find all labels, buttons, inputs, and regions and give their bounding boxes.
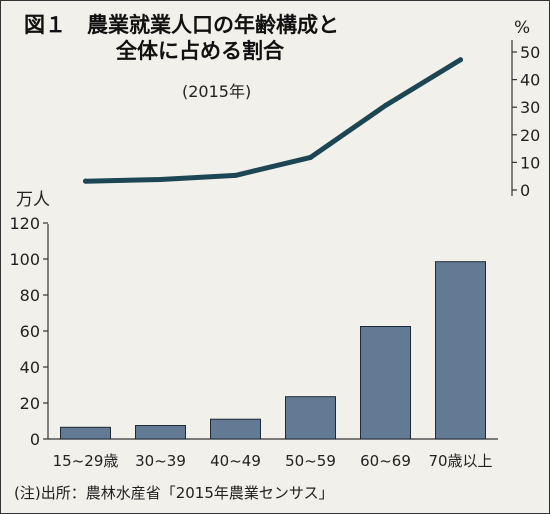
share-point-5: [458, 57, 463, 63]
bar-y-tick-label: 0: [30, 430, 40, 449]
bar-chart: 0 20 40 60 80 100 120 万人 15~29歳 30~39 40~49 50~59 60…: [9, 190, 498, 470]
chart-subtitle: (2015年): [182, 82, 252, 101]
chart-title-line-2: 全体に占める割合: [116, 39, 284, 63]
chart-title-line-1: 図１ 農業就業人口の年齢構成と: [24, 13, 339, 37]
line-y-axis-label: %: [514, 18, 530, 38]
share-point-1: [158, 177, 163, 183]
bar-category-label: 15~29歳: [53, 452, 119, 470]
bar-0: [60, 426, 111, 440]
share-point-4: [383, 103, 388, 109]
chart-title: 図１ 農業就業人口の年齢構成と 全体に占める割合: [24, 12, 339, 64]
bar-y-tick-label: 120: [9, 214, 40, 233]
bar-y-tick-label: 20: [20, 394, 40, 413]
bar-category-label: 50~59: [285, 452, 336, 470]
share-point-2: [233, 172, 238, 178]
share-line: [83, 57, 463, 184]
bar-4: [360, 326, 411, 440]
line-chart: 0 10 20 30 40 50%: [83, 18, 540, 200]
line-y-tick-label: 20: [520, 126, 540, 145]
share-point-0: [83, 178, 88, 184]
line-y-tick-label: 50: [520, 43, 540, 62]
bar-1: [135, 425, 186, 440]
bar-category-label: 40~49: [210, 452, 261, 470]
bar-y-tick-label: 80: [20, 286, 40, 305]
bar-3: [285, 396, 336, 440]
line-y-tick-label: 0: [520, 181, 530, 200]
line-y-tick-label: 40: [520, 71, 540, 90]
bar-2: [210, 418, 261, 440]
bar-category-label: 30~39: [135, 452, 186, 470]
line-y-tick-label: 10: [520, 153, 540, 172]
bar-5: [435, 261, 486, 440]
bar-category-label: 70歳以上: [428, 452, 492, 470]
source-note: (注)出所：農林水産省「2015年農業センサス」: [14, 484, 334, 502]
line-y-tick-label: 30: [520, 98, 540, 117]
bar-y-tick-label: 60: [20, 322, 40, 341]
bar-y-axis-label: 万人: [16, 190, 50, 210]
bar-y-tick-label: 100: [9, 250, 40, 269]
bar-category-label: 60~69: [360, 452, 411, 470]
bar-y-tick-label: 40: [20, 358, 40, 377]
share-point-3: [308, 154, 313, 160]
